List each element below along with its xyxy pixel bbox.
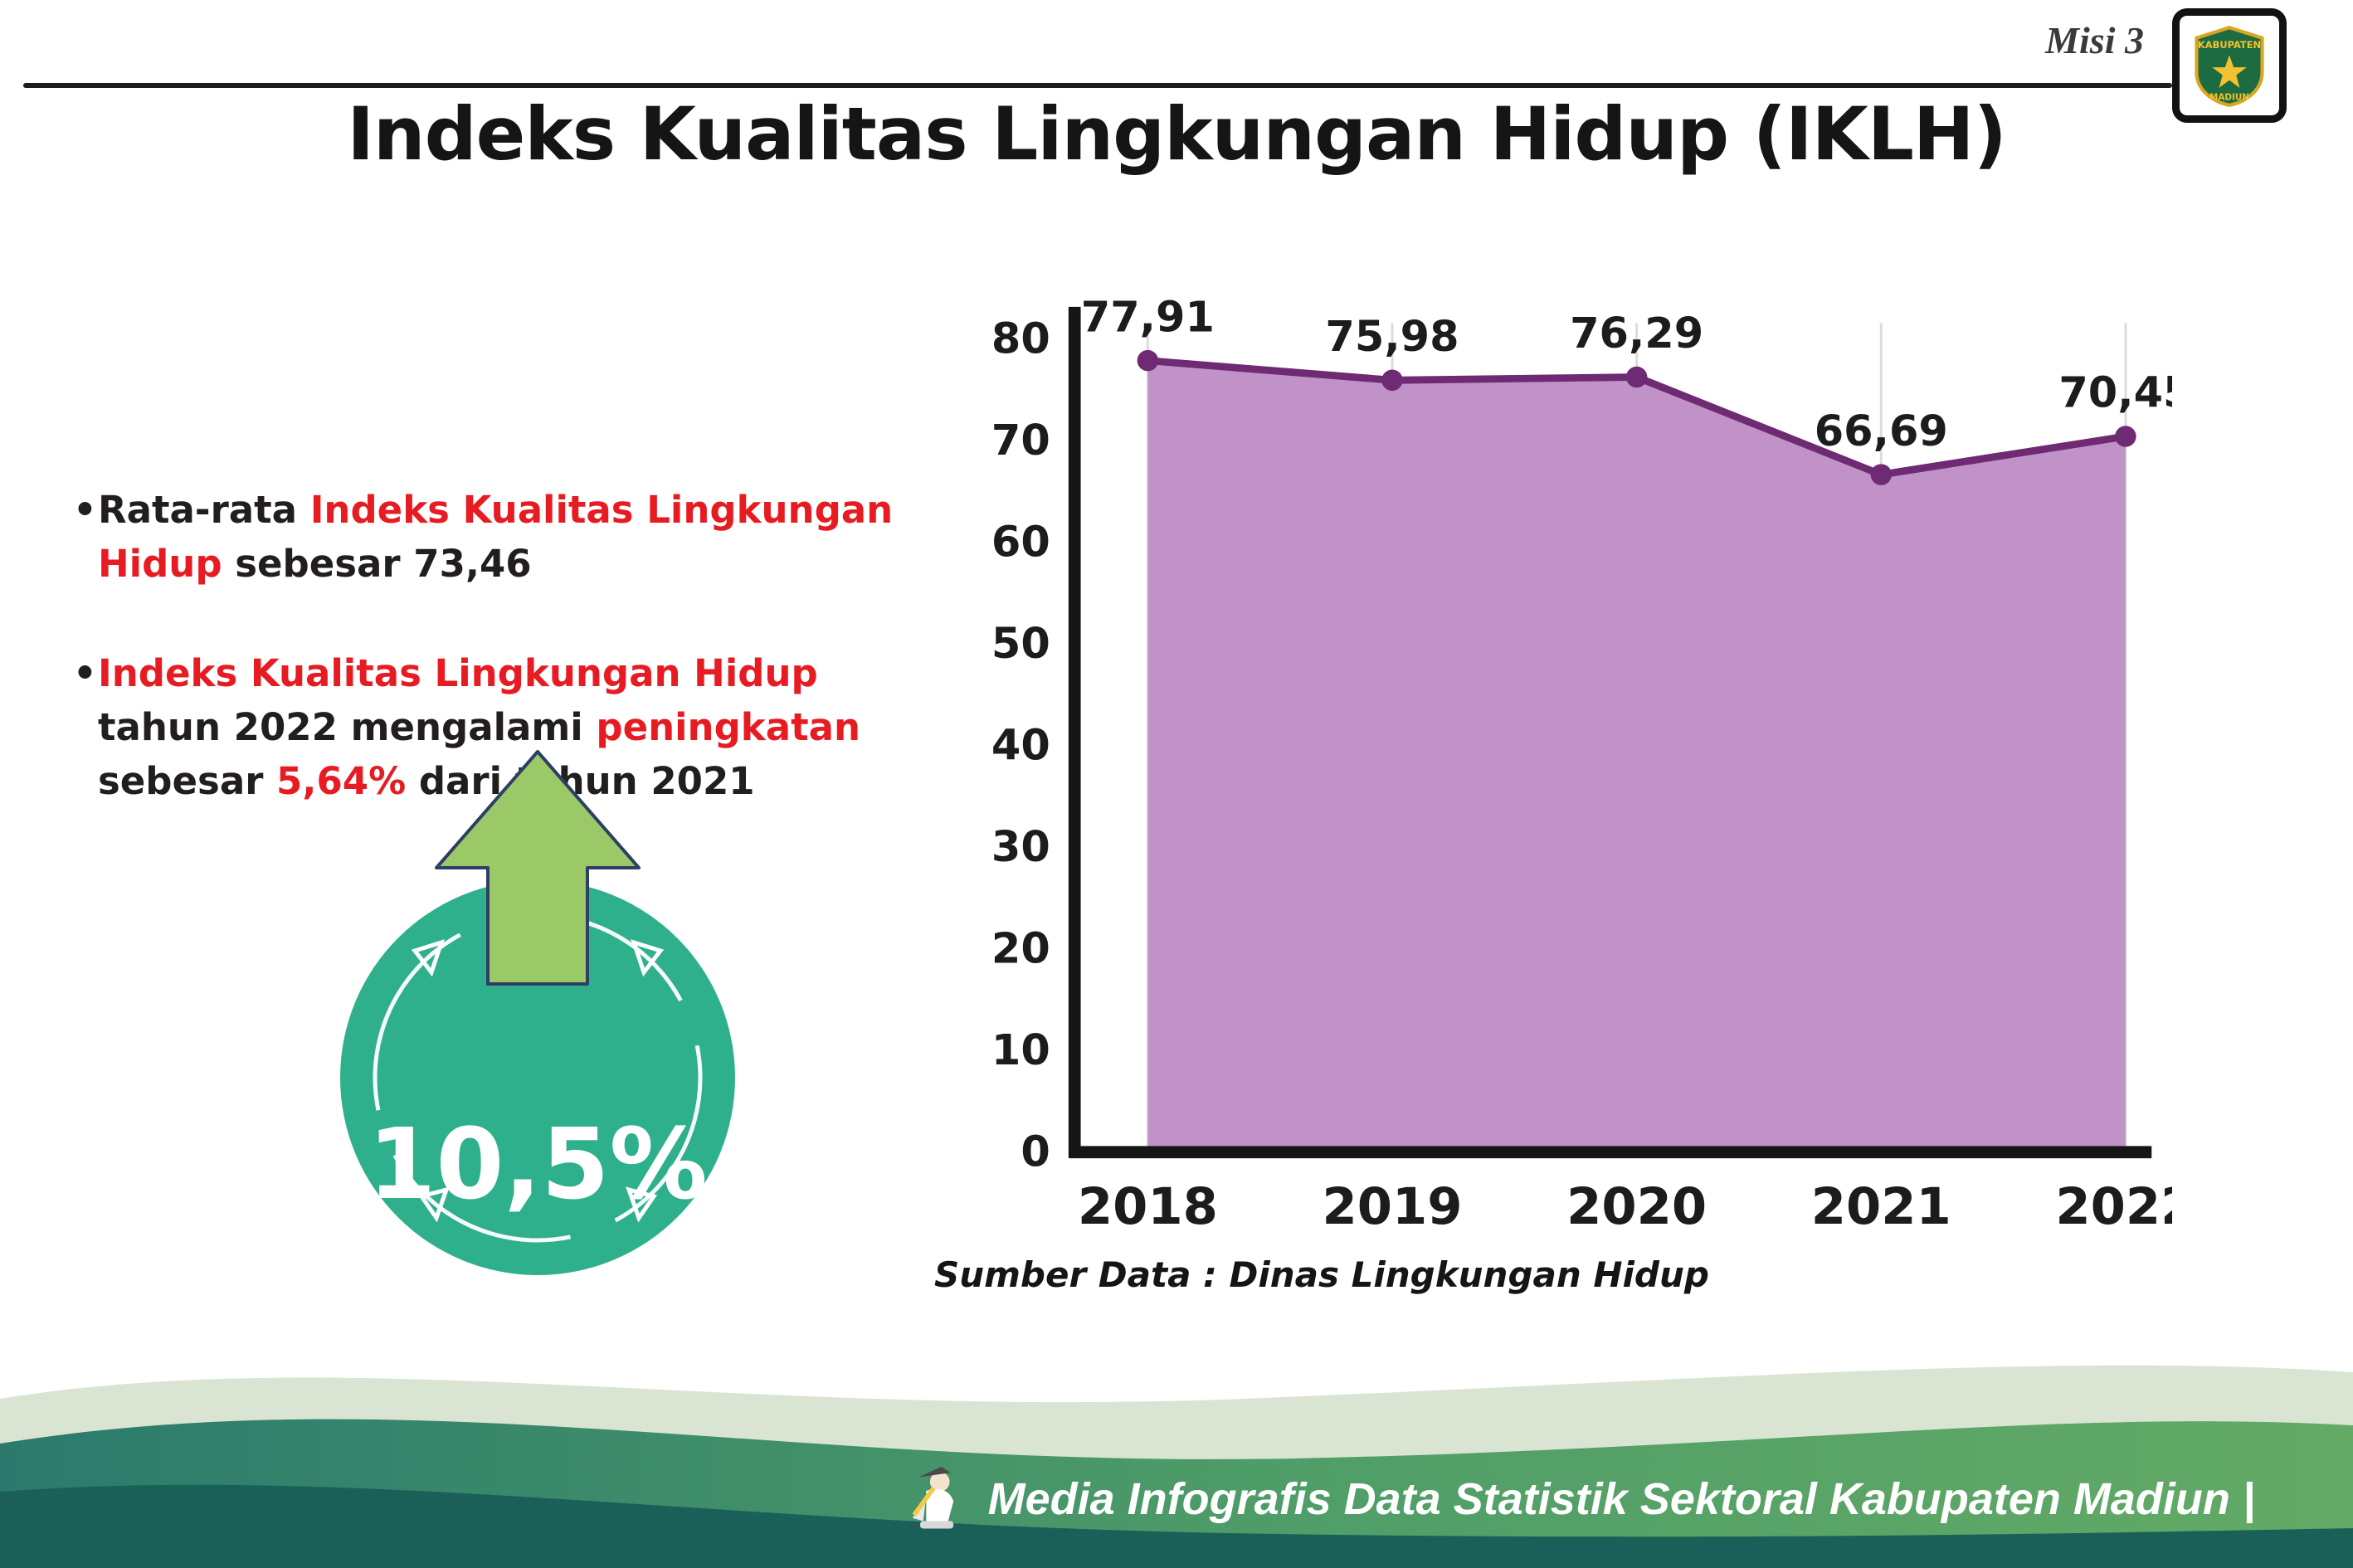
bullet2-highlight1: Indeks Kualitas Lingkungan Hidup [98, 650, 818, 695]
footer-caption: Media Infografis Data Statistik Sektoral… [904, 1465, 2255, 1533]
bullet2-highlight3: 5,64% [276, 759, 407, 803]
svg-text:50: 50 [991, 620, 1050, 669]
svg-text:2018: 2018 [1078, 1178, 1218, 1236]
summary-text-block: • Rata-rata Indeks Kualitas Lingkungan Hi… [73, 483, 940, 808]
svg-text:70,45: 70,45 [2058, 369, 2172, 418]
bullet-marker: • [73, 650, 97, 695]
kabupaten-madiun-crest: KABUPATEN MADIUN [2195, 26, 2264, 107]
svg-text:2021: 2021 [1811, 1178, 1951, 1236]
kabupaten-madiun-logo: KABUPATEN MADIUN [2172, 8, 2287, 123]
badge-circle [340, 880, 735, 1275]
badge-triangle-decoration [411, 939, 445, 977]
svg-text:76,29: 76,29 [1570, 309, 1703, 358]
svg-text:20: 20 [991, 924, 1050, 973]
wave-dark [0, 1484, 2353, 1568]
up-arrow-icon [435, 750, 641, 986]
header-divider [23, 83, 2172, 88]
badge-triangle-decoration [417, 1186, 450, 1223]
bullet-marker: • [73, 488, 97, 532]
svg-text:40: 40 [991, 722, 1050, 771]
mascot-icon [912, 1466, 953, 1529]
bullet2-highlight2: peningkatan [596, 704, 861, 749]
logo-star [2212, 55, 2247, 89]
svg-text:0: 0 [1021, 1127, 1050, 1176]
svg-text:80: 80 [991, 315, 1050, 364]
svg-text:2020: 2020 [1566, 1178, 1707, 1236]
svg-text:2022: 2022 [2055, 1178, 2172, 1236]
svg-text:70: 70 [991, 416, 1050, 465]
svg-text:10: 10 [991, 1026, 1050, 1075]
bullet2-part6: dari tahun 2021 [406, 759, 755, 803]
svg-text:2019: 2019 [1323, 1178, 1463, 1236]
badge-triangle-decoration [626, 1186, 658, 1223]
chart-source: Sumber Data : Dinas Lingkungan Hidup [934, 1254, 1709, 1295]
footer-wave-decoration [0, 1365, 2353, 1568]
svg-text:66,69: 66,69 [1815, 407, 1948, 456]
bullet-average-iklh: • Rata-rata Indeks Kualitas Lingkungan Hi… [73, 483, 940, 592]
bullet-increase-2022: • Indeks Kualitas Lingkungan Hidup tahun … [73, 646, 940, 809]
footer-caption-text: Media Infografis Data Statistik Sektoral… [987, 1474, 2255, 1524]
svg-text:75,98: 75,98 [1325, 313, 1459, 362]
svg-text:60: 60 [991, 519, 1050, 567]
bullet2-part4: sebesar [98, 759, 277, 803]
increase-badge: 10,5% [340, 750, 735, 1275]
svg-text:77,91: 77,91 [1081, 293, 1215, 342]
increase-percentage: 10,5% [368, 1107, 707, 1221]
svg-text:30: 30 [991, 823, 1050, 872]
logo-text-bottom: MADIUN [2209, 93, 2249, 103]
misi-label: Misi 3 [2045, 19, 2144, 61]
logo-text-top: KABUPATEN [2198, 39, 2261, 51]
bullet1-highlight: Indeks Kualitas Lingkungan Hidup [98, 488, 894, 587]
page-title: Indeks Kualitas Lingkungan Hidup (IKLH) [347, 91, 2007, 177]
bullet1-part1: Rata-rata [98, 488, 310, 532]
bullet1-part3: sebesar 73,46 [222, 542, 532, 587]
bullet2-part2: tahun 2022 mengalami [98, 704, 597, 749]
badge-triangle-decoration [631, 939, 665, 977]
iklh-area-chart: 0 10 20 30 40 50 60 70 80 2018 2019 2020 2021 2022 77,… [991, 293, 2172, 1236]
